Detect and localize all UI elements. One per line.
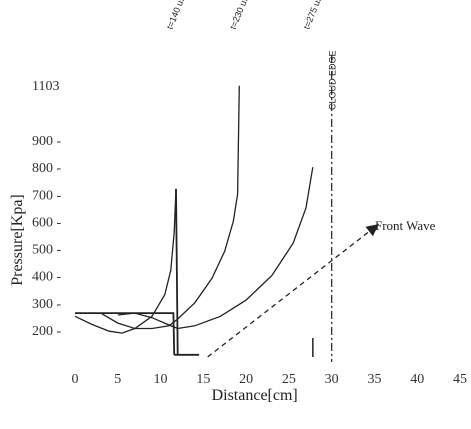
- x-tick-label: 15: [196, 372, 210, 387]
- annotation-layer: [207, 223, 380, 358]
- y-tick-label: 800 -: [32, 161, 62, 176]
- front-wave-label: Front Wave: [375, 218, 436, 233]
- series-line-2: [117, 167, 314, 330]
- y-tick-label: 700 -: [32, 188, 62, 203]
- y-tick-label: 900 -: [32, 134, 62, 149]
- series-line-1: [100, 85, 240, 330]
- series-label-0: t=140 usec: [165, 0, 191, 31]
- y-tick-label: 400 -: [32, 270, 62, 285]
- series-line-0: [74, 188, 177, 334]
- y-axis-label: Pressure[Kpa]: [9, 194, 26, 286]
- front-wave-arrowhead: [365, 224, 379, 237]
- x-tick-label: 25: [282, 372, 296, 387]
- x-tick-label: 35: [367, 372, 381, 387]
- y-tick-labels: 200 - 300 - 400 - 500 - 600 - 700 - 800 - 900 -…: [32, 79, 62, 339]
- x-tick-label: 20: [239, 372, 253, 387]
- x-axis-label: Distance[cm]: [212, 387, 298, 404]
- series-label-1: t=230 usec: [228, 0, 254, 31]
- y-tick-label: 500 -: [32, 243, 62, 258]
- x-tick-label: 45: [453, 372, 467, 387]
- cloud-edge-label: CLOUD EDGE: [328, 50, 338, 110]
- x-tick-label: 40: [410, 372, 424, 387]
- x-tick-labels: 0 5 10 15 20 25 30 35 40 45: [72, 372, 468, 387]
- x-tick-label: 5: [114, 372, 121, 387]
- series-layer: t=140 usec t=230 usec t=275 usec: [74, 0, 333, 362]
- series-line-4: [174, 188, 200, 356]
- x-tick-label: 0: [72, 372, 79, 387]
- y-tick-label: 200 -: [32, 324, 62, 339]
- x-tick-label: 30: [325, 372, 339, 387]
- y-tick-label: 300 -: [32, 297, 62, 312]
- front-wave-arrow-line: [207, 223, 380, 358]
- x-tick-label: 10: [154, 372, 168, 387]
- y-tick-label: 1103: [32, 79, 59, 94]
- series-line-3: [75, 312, 176, 355]
- series-label-2: t=275 usec: [301, 0, 327, 31]
- y-tick-label: 600 -: [32, 215, 62, 230]
